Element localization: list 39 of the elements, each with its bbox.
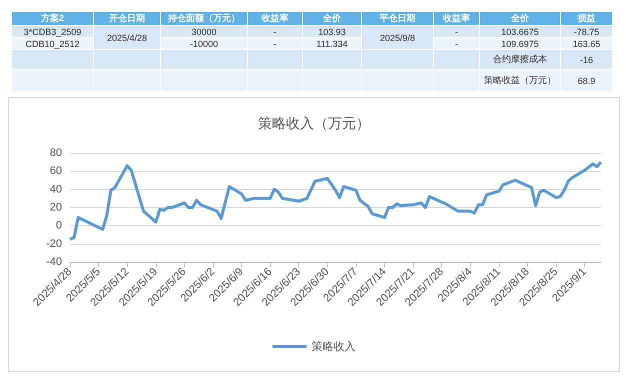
- text: 合约摩擦成本: [493, 54, 547, 64]
- category-label: 开仓日期: [94, 12, 160, 26]
- text: -78.75: [574, 26, 600, 36]
- text: 2025/4/28: [106, 32, 148, 42]
- y-tick-label: 40: [50, 183, 62, 196]
- y-tick-label: -20: [46, 238, 62, 250]
- text: -: [455, 26, 458, 36]
- text: -: [274, 26, 276, 36]
- y-tick-label: 0: [56, 220, 62, 232]
- text: -: [274, 38, 276, 48]
- text: -16: [580, 54, 593, 64]
- y-tick-label: 80: [50, 147, 62, 159]
- text: 3*CDB3_2509: [24, 26, 82, 36]
- y-tick-label: -40: [46, 256, 62, 268]
- chart-title: 策略收入（万元）: [258, 116, 370, 132]
- text: 109.6975: [501, 38, 539, 48]
- text: -: [455, 38, 458, 48]
- text: 103.93: [318, 26, 346, 36]
- category-label: 全价: [302, 12, 362, 26]
- text: 103.6675: [501, 26, 539, 36]
- text: 68.9: [578, 76, 596, 86]
- y-tick-label: 60: [50, 165, 62, 178]
- category-label: 方案2: [12, 12, 94, 26]
- legend-label: 策略收入: [312, 340, 356, 353]
- text: 2025/9/8: [380, 32, 416, 42]
- category-label: 平仓日期: [362, 12, 434, 26]
- text: 163.65: [572, 38, 600, 48]
- text: CDB10_2512: [25, 38, 80, 48]
- category-label: 收益率: [248, 12, 302, 26]
- text: 策略收益（万元）: [484, 75, 556, 85]
- text: 30000: [191, 26, 217, 36]
- y-tick-label: 20: [50, 202, 62, 214]
- text: 111.334: [316, 38, 348, 48]
- category-label: 损益: [560, 12, 612, 26]
- text: -10000: [190, 38, 218, 48]
- category-label: 持仓面额（万元）: [160, 12, 248, 26]
- line-series: [68, 160, 602, 241]
- category-label: 全价: [480, 12, 560, 26]
- category-label: 收益率: [434, 12, 480, 26]
